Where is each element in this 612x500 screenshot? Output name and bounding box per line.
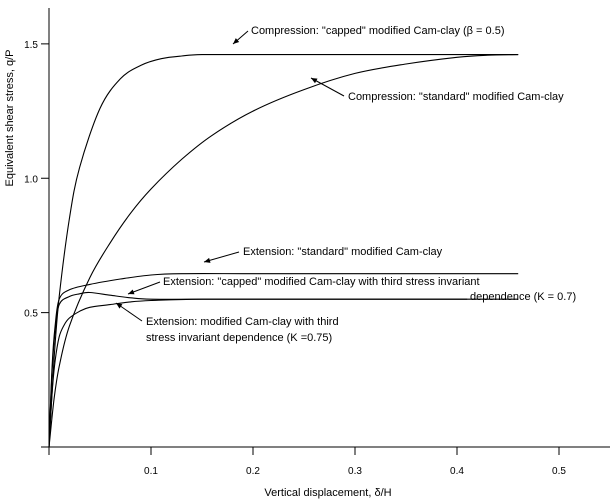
arrowhead — [128, 289, 135, 295]
leader-line — [203, 251, 240, 263]
arrowhead — [311, 78, 318, 84]
annotation-text: stress invariant dependence (K =0.75) — [146, 332, 332, 344]
x-tick-label: 0.2 — [246, 466, 260, 477]
annotation-text: Compression: "standard" modified Cam-cla… — [348, 91, 564, 103]
x-tick-label: 0.4 — [450, 466, 464, 477]
x-tick-label: 0.1 — [144, 466, 158, 477]
arrowhead — [204, 257, 211, 263]
y-tick-label: 1.0 — [24, 174, 38, 185]
axis-labels: Vertical displacement, δ/H Equivalent sh… — [4, 50, 392, 499]
annotation-ext-standard: Extension: "standard" modified Cam-clay — [203, 246, 443, 263]
y-tick-label: 1.5 — [24, 40, 38, 51]
x-tick-label: 0.3 — [348, 466, 362, 477]
annotation-text: Extension: "standard" modified Cam-clay — [243, 246, 443, 258]
annotation-text: dependence (K = 0.7) — [470, 291, 576, 303]
y-tick-label: 0.5 — [24, 309, 38, 320]
curve-extension-k075 — [48, 298, 468, 448]
arrowhead — [233, 38, 240, 44]
axes: 0.1 0.2 0.3 0.4 0.5 0.5 1.0 1.5 — [24, 8, 610, 477]
annotation-text: Compression: "capped" modified Cam-clay … — [251, 25, 505, 37]
y-axis-label: Equivalent shear stress, q/P — [4, 50, 16, 187]
annotations: Compression: "capped" modified Cam-clay … — [115, 25, 576, 344]
annotation-comp-capped: Compression: "capped" modified Cam-clay … — [232, 25, 505, 45]
leader-line — [310, 77, 345, 97]
annotation-text: Extension: "capped" modified Cam-clay wi… — [163, 276, 480, 288]
curve-compression-capped — [48, 53, 519, 448]
x-axis-label: Vertical displacement, δ/H — [264, 487, 391, 499]
annotation-text: Extension: modified Cam-clay with third — [146, 316, 339, 328]
annotation-ext-k075: Extension: modified Cam-clay with third s… — [115, 302, 339, 344]
x-tick-label: 0.5 — [552, 466, 566, 477]
curves — [48, 53, 519, 448]
curve-compression-standard — [48, 54, 519, 448]
annotation-comp-standard: Compression: "standard" modified Cam-cla… — [310, 77, 564, 103]
arrowhead — [116, 303, 123, 309]
annotation-ext-capped: Extension: "capped" modified Cam-clay wi… — [127, 276, 576, 303]
